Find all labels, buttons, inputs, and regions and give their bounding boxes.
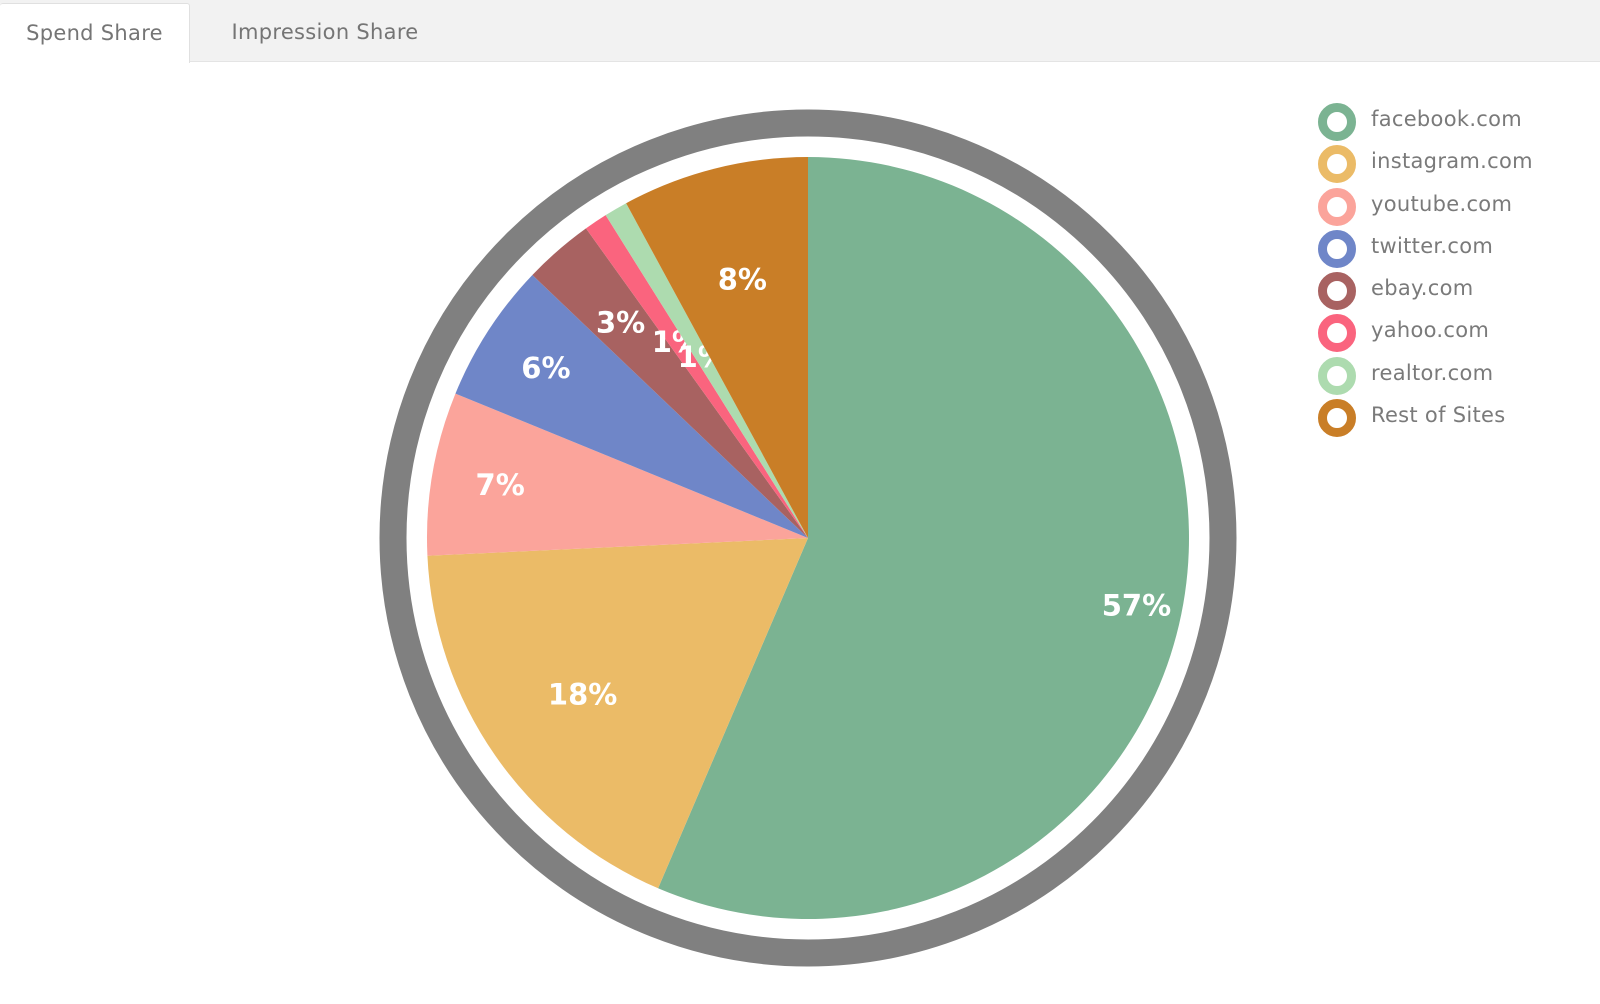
legend-marker-icon [1318,314,1356,353]
pie-slice-instagram-com[interactable] [427,538,808,889]
slice-label: 8% [718,263,767,297]
legend-item[interactable]: instagram.com [1318,144,1588,186]
legend-marker-icon [1318,103,1356,141]
pie-slice-yahoo-com[interactable] [585,215,808,538]
legend-label: youtube.com [1371,191,1513,216]
pie-slice-facebook-com[interactable] [658,157,1190,919]
pie-slice-twitter-com[interactable] [455,274,808,538]
legend-marker-icon [1318,399,1356,438]
pie-slice-youtube-com[interactable] [426,393,808,556]
legend-label: instagram.com [1371,149,1533,174]
pie-slice-ebay-com[interactable] [532,228,808,539]
legend-marker-icon [1318,145,1356,184]
legend-marker-icon [1318,187,1356,226]
legend-item[interactable]: ebay.com [1318,271,1588,313]
legend-item[interactable]: Rest of Sites [1318,398,1588,440]
tab-spend-share[interactable]: Spend Share [0,3,190,63]
slice-label: 57% [1102,588,1171,622]
legend-label: ebay.com [1371,276,1474,301]
slice-label: 3% [596,305,645,339]
slice-label: 7% [476,468,525,502]
legend-item[interactable]: yahoo.com [1318,313,1588,355]
legend-label: facebook.com [1371,107,1523,131]
pie-slice-realtor-com[interactable] [605,203,808,538]
legend-item[interactable]: twitter.com [1318,229,1588,271]
tab-bar: Spend Share Impression Share [0,0,1600,63]
legend-label: yahoo.com [1371,318,1490,343]
legend-item[interactable]: facebook.com [1318,102,1588,144]
pie-slice-rest-of-sites[interactable] [626,157,808,538]
legend-label: twitter.com [1371,233,1494,258]
slice-label: 18% [548,677,617,711]
chart-legend: facebook.com instagram.com youtube.com twit… [1318,102,1588,440]
legend-label: realtor.com [1371,360,1494,385]
tab-impression-share[interactable]: Impression Share [231,20,419,44]
legend-item[interactable]: realtor.com [1318,356,1588,398]
legend-item[interactable]: youtube.com [1318,187,1588,229]
slice-label: 6% [521,351,570,385]
legend-marker-icon [1318,356,1356,395]
legend-label: Rest of Sites [1371,403,1506,428]
pie-outer-ring [379,109,1237,967]
legend-marker-icon [1318,272,1356,311]
legend-marker-icon [1318,229,1356,268]
